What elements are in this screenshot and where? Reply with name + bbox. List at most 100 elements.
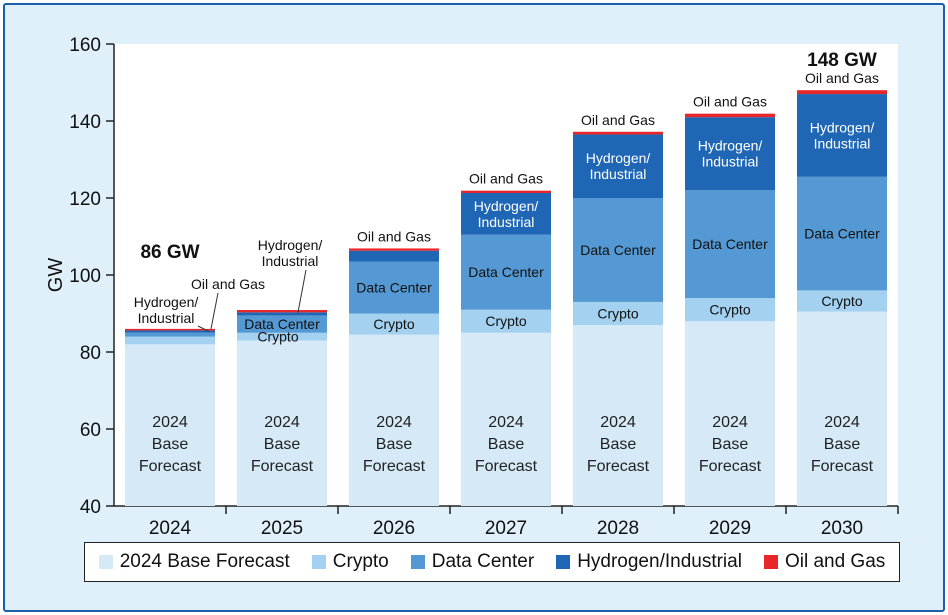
- bar-label-base-forecast: 2024 Base Forecast: [363, 414, 426, 475]
- callout-line: [297, 269, 307, 313]
- bar-label-crypto: Crypto: [257, 329, 298, 345]
- total-annotation-2024: 86 GW: [140, 242, 199, 263]
- bar-label-base-forecast: 2024 Base Forecast: [139, 414, 202, 475]
- bar-oil-and-gas-2025: [237, 310, 327, 313]
- bar-hydrogen-industrial-2029: [685, 117, 775, 191]
- bar-label-hydrogen-industrial: Hydrogen/Industrial: [698, 138, 763, 170]
- callout-line: [210, 292, 219, 329]
- bar-data-center-2025: [237, 315, 327, 333]
- bar-label-base-forecast: 2024 Base Forecast: [699, 414, 762, 475]
- bar-label-oil-and-gas: Oil and Gas: [469, 171, 543, 187]
- y-tick-label: 100: [69, 266, 101, 287]
- legend-swatch: [556, 555, 571, 569]
- bar-data-center-2028: [573, 198, 663, 302]
- bar-base-forecast-2025: [237, 340, 327, 506]
- bar-hydrogen-industrial-2025: [237, 312, 327, 316]
- legend-swatch: [763, 555, 778, 569]
- legend-swatch: [311, 555, 326, 569]
- x-tick-label: 2030: [821, 518, 863, 539]
- legend-label: Hydrogen/Industrial: [577, 551, 742, 572]
- bar-label-data-center: Data Center: [356, 280, 432, 296]
- bar-label-data-center: Data Center: [468, 264, 544, 280]
- bar-label-base-forecast: 2024 Base Forecast: [587, 414, 650, 475]
- y-tick-label: 140: [69, 112, 101, 133]
- bar-hydrogen-industrial-2024: [125, 330, 215, 333]
- bar-label-hydrogen-industrial: Hydrogen/Industrial: [810, 119, 875, 151]
- bar-oil-and-gas-2029: [685, 113, 775, 118]
- bar-label-oil-and-gas: Oil and Gas: [357, 228, 431, 244]
- legend-label: Crypto: [332, 551, 389, 572]
- bar-label-crypto: Crypto: [485, 313, 526, 329]
- y-tick-label: 80: [80, 343, 101, 364]
- bar-data-center-2026: [349, 261, 439, 314]
- y-axis-title: GW: [45, 258, 67, 293]
- bar-label-crypto: Crypto: [709, 302, 750, 318]
- x-tick-label: 2025: [261, 518, 303, 539]
- x-tick-label: 2026: [373, 518, 415, 539]
- bar-crypto-2027: [461, 309, 551, 333]
- bar-data-center-2027: [461, 234, 551, 310]
- bar-label-crypto: Crypto: [821, 293, 862, 309]
- legend-item-data-center: Data Center: [410, 551, 535, 573]
- bar-label-base-forecast: 2024 Base Forecast: [475, 414, 538, 475]
- y-tick-label: 40: [80, 497, 101, 518]
- legend-swatch: [410, 555, 425, 569]
- legend-swatch: [98, 555, 113, 569]
- bar-label-base-forecast: 2024 Base Forecast: [811, 414, 874, 475]
- legend-item-hydrogen-industrial: Hydrogen/Industrial: [556, 551, 742, 573]
- callout-label-hydrogen-industrial-2025: Hydrogen/Industrial: [258, 237, 323, 269]
- bar-hydrogen-industrial-2027: [461, 192, 551, 235]
- bar-base-forecast-2028: [573, 325, 663, 506]
- bar-base-forecast-2026: [349, 334, 439, 506]
- callout-line: [197, 325, 210, 332]
- legend-item-crypto: Crypto: [311, 551, 389, 573]
- callout-label-hydrogen-industrial-2024: Hydrogen/Industrial: [134, 294, 199, 326]
- bar-label-data-center: Data Center: [580, 242, 656, 258]
- bar-crypto-2028: [573, 301, 663, 326]
- bar-base-forecast-2027: [461, 332, 551, 506]
- bar-label-crypto: Crypto: [373, 316, 414, 332]
- bar-label-data-center: Data Center: [804, 226, 880, 242]
- bar-label-data-center: Data Center: [244, 316, 320, 332]
- callout-label-oil-and-gas-2024: Oil and Gas: [191, 276, 265, 292]
- legend-item-base-forecast: 2024 Base Forecast: [98, 551, 290, 573]
- chart-legend: 2024 Base Forecast Crypto Data Center Hy…: [84, 542, 900, 582]
- bar-data-center-2030: [797, 176, 887, 291]
- bar-label-crypto: Crypto: [597, 306, 638, 322]
- legend-label: Oil and Gas: [784, 551, 886, 572]
- bar-label-data-center: Data Center: [692, 236, 768, 252]
- bar-oil-and-gas-2024: [125, 328, 215, 331]
- bar-oil-and-gas-2027: [461, 190, 551, 193]
- legend-item-oil-and-gas: Oil and Gas: [763, 551, 886, 573]
- y-tick-label: 60: [80, 420, 101, 441]
- bar-label-hydrogen-industrial: Hydrogen/Industrial: [586, 150, 651, 182]
- bar-label-base-forecast: 2024 Base Forecast: [251, 414, 314, 475]
- bar-crypto-2025: [237, 332, 327, 341]
- y-tick-label: 120: [69, 189, 101, 210]
- bar-label-oil-and-gas: Oil and Gas: [805, 70, 879, 86]
- legend-label: Data Center: [431, 551, 535, 572]
- total-annotation-2030: 148 GW: [807, 50, 877, 71]
- bar-label-hydrogen-industrial: Hydrogen/Industrial: [474, 198, 539, 230]
- bar-oil-and-gas-2028: [573, 131, 663, 135]
- bar-crypto-2029: [685, 298, 775, 322]
- legend-label: 2024 Base Forecast: [119, 551, 290, 572]
- bar-crypto-2030: [797, 290, 887, 312]
- bar-crypto-2026: [349, 313, 439, 335]
- x-tick-label: 2028: [597, 518, 639, 539]
- bar-label-oil-and-gas: Oil and Gas: [693, 94, 767, 110]
- bar-hydrogen-industrial-2026: [349, 250, 439, 262]
- bar-oil-and-gas-2026: [349, 248, 439, 251]
- bar-data-center-2029: [685, 190, 775, 299]
- bar-hydrogen-industrial-2030: [797, 94, 887, 177]
- bar-data-center-2024: [125, 332, 215, 337]
- x-tick-label: 2027: [485, 518, 527, 539]
- x-tick-label: 2024: [149, 518, 192, 539]
- bar-label-oil-and-gas: Oil and Gas: [581, 112, 655, 128]
- x-tick-label: 2029: [709, 518, 751, 539]
- bar-base-forecast-2030: [797, 311, 887, 506]
- bar-hydrogen-industrial-2028: [573, 134, 663, 198]
- bar-base-forecast-2024: [125, 344, 215, 506]
- bar-crypto-2024: [125, 336, 215, 345]
